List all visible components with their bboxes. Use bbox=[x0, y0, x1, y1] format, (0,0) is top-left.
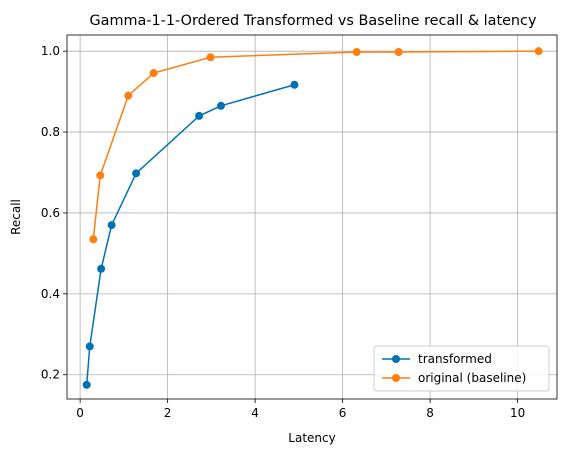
legend-item: original (baseline) bbox=[382, 371, 526, 385]
data-point bbox=[82, 380, 91, 389]
y-tick-label: 0.2 bbox=[41, 368, 60, 382]
series-line bbox=[85, 84, 295, 385]
series-layer bbox=[82, 47, 543, 389]
data-point bbox=[149, 69, 158, 78]
data-point bbox=[124, 91, 133, 100]
x-axis-label: Latency bbox=[288, 431, 335, 445]
data-point bbox=[132, 169, 141, 178]
x-tick-label: 4 bbox=[251, 406, 259, 420]
legend-box bbox=[373, 345, 550, 392]
data-point bbox=[107, 221, 116, 230]
data-point bbox=[290, 80, 299, 89]
data-point bbox=[97, 264, 106, 273]
plot-frame bbox=[66, 34, 558, 400]
series-1 bbox=[89, 47, 543, 244]
legend-item: transformed bbox=[382, 352, 492, 366]
series-line bbox=[92, 50, 539, 240]
legend-label: original (baseline) bbox=[418, 371, 526, 385]
x-tick-label: 0 bbox=[76, 406, 84, 420]
x-tick-label: 2 bbox=[164, 406, 172, 420]
axis-ticks: 0 2 4 6 8 10 0.2 0.4 0.6 0.8 1.0 bbox=[41, 44, 525, 420]
data-point bbox=[352, 47, 361, 56]
x-tick-label: 10 bbox=[510, 406, 525, 420]
data-point bbox=[195, 111, 204, 120]
data-point bbox=[394, 47, 403, 56]
legend-marker bbox=[392, 355, 400, 363]
data-point bbox=[206, 53, 215, 62]
data-point bbox=[534, 47, 543, 56]
y-axis-label: Recall bbox=[9, 199, 23, 235]
data-point bbox=[85, 342, 94, 351]
y-tick-label: 0.4 bbox=[41, 287, 60, 301]
x-tick-label: 6 bbox=[339, 406, 347, 420]
data-point bbox=[96, 171, 105, 180]
legend: transformed original (baseline) bbox=[373, 345, 550, 392]
legend-marker bbox=[392, 374, 400, 382]
y-tick-label: 0.6 bbox=[41, 206, 60, 220]
data-point bbox=[217, 101, 225, 110]
x-tick-label: 8 bbox=[426, 406, 434, 420]
legend-label: transformed bbox=[418, 352, 492, 366]
y-tick-label: 1.0 bbox=[41, 44, 60, 58]
grid-lines bbox=[67, 35, 557, 399]
chart-title: Gamma-1-1-Ordered Transformed vs Baselin… bbox=[90, 13, 537, 29]
series-0 bbox=[82, 80, 299, 389]
data-point bbox=[89, 235, 98, 244]
y-tick-label: 0.8 bbox=[41, 125, 60, 139]
